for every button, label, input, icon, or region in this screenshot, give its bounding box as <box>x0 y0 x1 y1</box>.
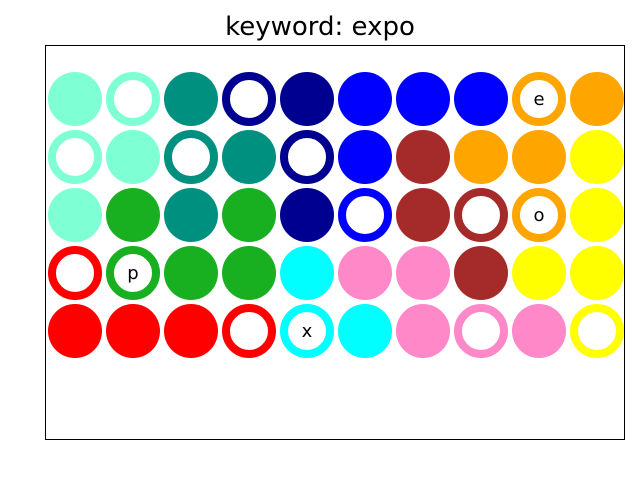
grid-cell-r3-c6[interactable] <box>338 188 392 242</box>
grid-cell-r1-c5[interactable] <box>280 72 334 126</box>
grid-cell-r5-c8[interactable] <box>454 304 508 358</box>
grid-cell-r3-c3[interactable] <box>164 188 218 242</box>
grid-cell-r2-c3[interactable] <box>164 130 218 184</box>
grid-cell-r5-c9[interactable] <box>512 304 566 358</box>
grid-cell-r4-c7[interactable] <box>396 246 450 300</box>
grid-cell-r5-c1[interactable] <box>48 304 102 358</box>
grid-cell-r3-c1[interactable] <box>48 188 102 242</box>
grid-cell-r2-c4[interactable] <box>222 130 276 184</box>
grid-cell-r4-c3[interactable] <box>164 246 218 300</box>
grid-cell-r4-c4[interactable] <box>222 246 276 300</box>
grid-cell-r5-c10[interactable] <box>570 304 624 358</box>
grid-cell-r2-c2[interactable] <box>106 130 160 184</box>
grid-cell-r1-c6[interactable] <box>338 72 392 126</box>
grid-cell-r2-c6[interactable] <box>338 130 392 184</box>
grid-cell-r5-c6[interactable] <box>338 304 392 358</box>
grid-cell-r4-c2[interactable]: p <box>106 246 160 300</box>
grid-cell-r5-c2[interactable] <box>106 304 160 358</box>
grid-cell-r3-c5[interactable] <box>280 188 334 242</box>
grid-cell-r2-c1[interactable] <box>48 130 102 184</box>
grid-cell-r4-c5[interactable] <box>280 246 334 300</box>
grid-cell-r2-c10[interactable] <box>570 130 624 184</box>
grid-cell-r2-c9[interactable] <box>512 130 566 184</box>
grid-cell-r5-c4[interactable] <box>222 304 276 358</box>
grid-cell-r3-c10[interactable] <box>570 188 624 242</box>
grid-cell-r3-c9[interactable]: o <box>512 188 566 242</box>
grid-cell-r4-c10[interactable] <box>570 246 624 300</box>
grid-cell-r4-c6[interactable] <box>338 246 392 300</box>
grid-cell-r3-c7[interactable] <box>396 188 450 242</box>
grid-cell-r3-c4[interactable] <box>222 188 276 242</box>
puzzle-title: keyword: expo <box>225 12 415 42</box>
grid-cell-r3-c2[interactable] <box>106 188 160 242</box>
grid-cell-r1-c10[interactable] <box>570 72 624 126</box>
grid-cell-r3-c8[interactable] <box>454 188 508 242</box>
grid-cell-r4-c9[interactable] <box>512 246 566 300</box>
grid-cell-r1-c1[interactable] <box>48 72 102 126</box>
grid-cell-r4-c1[interactable] <box>48 246 102 300</box>
grid-cell-r1-c8[interactable] <box>454 72 508 126</box>
grid-cell-r2-c5[interactable] <box>280 130 334 184</box>
grid-cell-r5-c5[interactable]: x <box>280 304 334 358</box>
grid-cell-r1-c9[interactable]: e <box>512 72 566 126</box>
grid-cell-r2-c8[interactable] <box>454 130 508 184</box>
grid-cell-r4-c8[interactable] <box>454 246 508 300</box>
grid-cell-r1-c4[interactable] <box>222 72 276 126</box>
grid-cell-r1-c3[interactable] <box>164 72 218 126</box>
grid-cell-r5-c7[interactable] <box>396 304 450 358</box>
grid-cell-r1-c7[interactable] <box>396 72 450 126</box>
game-board: e o p x <box>45 45 625 440</box>
grid-cell-r5-c3[interactable] <box>164 304 218 358</box>
grid-cell-r1-c2[interactable] <box>106 72 160 126</box>
grid-cell-r2-c7[interactable] <box>396 130 450 184</box>
